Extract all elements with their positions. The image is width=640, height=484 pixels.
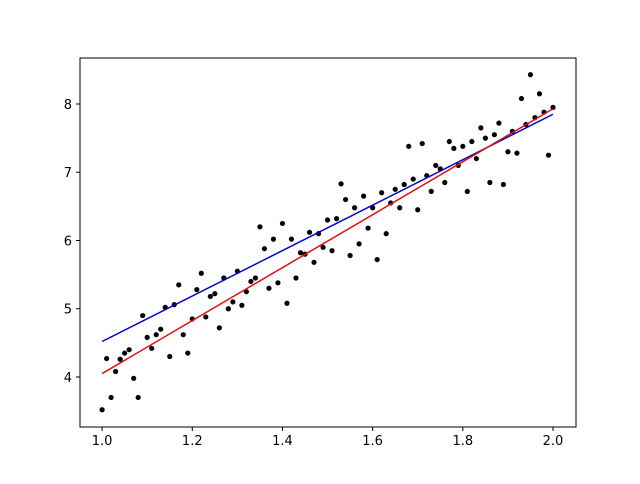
scatter-point <box>252 275 259 281</box>
y-tick-label: 7 <box>64 166 72 181</box>
x-tick-label: 1.2 <box>182 434 203 449</box>
scatter-point <box>194 287 200 293</box>
scatter-point <box>257 224 263 230</box>
scatter-point <box>297 250 304 256</box>
x-tick-label: 1.6 <box>362 434 383 449</box>
scatter-point <box>347 252 353 259</box>
scatter-point <box>144 334 150 340</box>
scatter-point <box>446 138 452 145</box>
scatter-point <box>433 162 439 169</box>
scatter-point <box>442 179 448 186</box>
y-tick-label: 5 <box>64 303 72 318</box>
scatter-point <box>460 143 466 149</box>
scatter-point <box>473 155 479 162</box>
scatter-point <box>352 205 358 211</box>
scatter-point <box>279 220 286 227</box>
scatter-point <box>320 244 326 250</box>
scatter-point <box>104 355 110 362</box>
scatter-point <box>392 186 398 192</box>
scatter-point <box>406 143 412 149</box>
scatter-point <box>333 216 340 222</box>
scatter-point <box>270 236 277 242</box>
scatter-point <box>266 285 272 291</box>
scatter-point <box>180 332 186 338</box>
scatter-point <box>329 248 335 254</box>
scatter-point <box>99 407 105 413</box>
scatter-point <box>397 205 403 211</box>
scatter-point <box>275 280 281 286</box>
scatter-point <box>113 368 119 375</box>
scatter-point <box>419 140 425 147</box>
scatter-point <box>207 293 213 300</box>
scatter-point <box>428 188 434 194</box>
scatter-point <box>478 125 484 131</box>
scatter-point <box>167 353 173 360</box>
scatter-point <box>365 225 371 231</box>
y-tick-label: 8 <box>64 98 72 113</box>
scatter-point <box>135 394 141 401</box>
scatter-point <box>185 350 191 356</box>
scatter-point <box>203 314 209 320</box>
y-tick-label: 4 <box>64 371 72 386</box>
scatter-point <box>356 241 362 247</box>
axes-frame <box>79 57 577 428</box>
scatter-point <box>284 300 290 306</box>
scatter-point <box>216 325 222 331</box>
scatter-point <box>239 302 245 308</box>
scatter-point <box>505 149 511 155</box>
fit-line <box>101 108 554 375</box>
scatter-point <box>545 152 552 158</box>
scatter-point <box>374 256 380 263</box>
scatter-point <box>293 275 299 281</box>
scatter-point <box>518 95 525 102</box>
scatter-point <box>338 181 344 187</box>
scatter-point <box>126 347 132 353</box>
x-tick-label: 1.0 <box>92 434 113 449</box>
y-tick-label: 6 <box>64 234 72 249</box>
scatter-point <box>500 181 507 188</box>
scatter-point <box>131 375 137 381</box>
scatter-point <box>117 356 123 362</box>
scatter-point <box>306 229 313 235</box>
scatter-point <box>230 299 236 305</box>
scatter-point <box>198 270 204 276</box>
scatter-point <box>514 150 520 156</box>
scatter-point <box>248 278 254 285</box>
scatter-point <box>469 138 475 145</box>
scatter-point <box>311 259 317 265</box>
scatter-point <box>527 72 534 78</box>
scatter-point <box>261 246 268 252</box>
scatter-point <box>464 188 470 194</box>
x-tick-label: 2.0 <box>543 434 564 449</box>
scatter-point <box>149 345 155 351</box>
scatter-point <box>491 132 497 138</box>
scatter-point <box>108 394 114 401</box>
scatter-point <box>496 120 502 126</box>
scatter-point <box>122 350 128 356</box>
scatter-point <box>379 190 385 196</box>
x-tick-label: 1.8 <box>452 434 473 449</box>
scatter-point <box>176 282 182 288</box>
scatter-point <box>415 207 421 213</box>
scatter-point <box>342 196 349 203</box>
scatter-point <box>288 236 295 242</box>
scatter-point <box>212 291 218 297</box>
scatter-point <box>153 332 159 338</box>
x-tick-label: 1.4 <box>272 434 293 449</box>
scatter-point <box>536 91 543 97</box>
scatter-point <box>401 181 407 188</box>
scatter-point <box>324 217 331 223</box>
scatter-point <box>140 312 146 319</box>
scatter-point <box>158 326 164 332</box>
scatter-point <box>482 135 488 141</box>
scatter-point <box>225 306 231 312</box>
scatter-point <box>361 193 367 199</box>
scatter-point <box>451 145 457 151</box>
scatter-point <box>383 231 389 237</box>
scatter-point <box>410 176 416 182</box>
scatter-point <box>487 179 493 186</box>
